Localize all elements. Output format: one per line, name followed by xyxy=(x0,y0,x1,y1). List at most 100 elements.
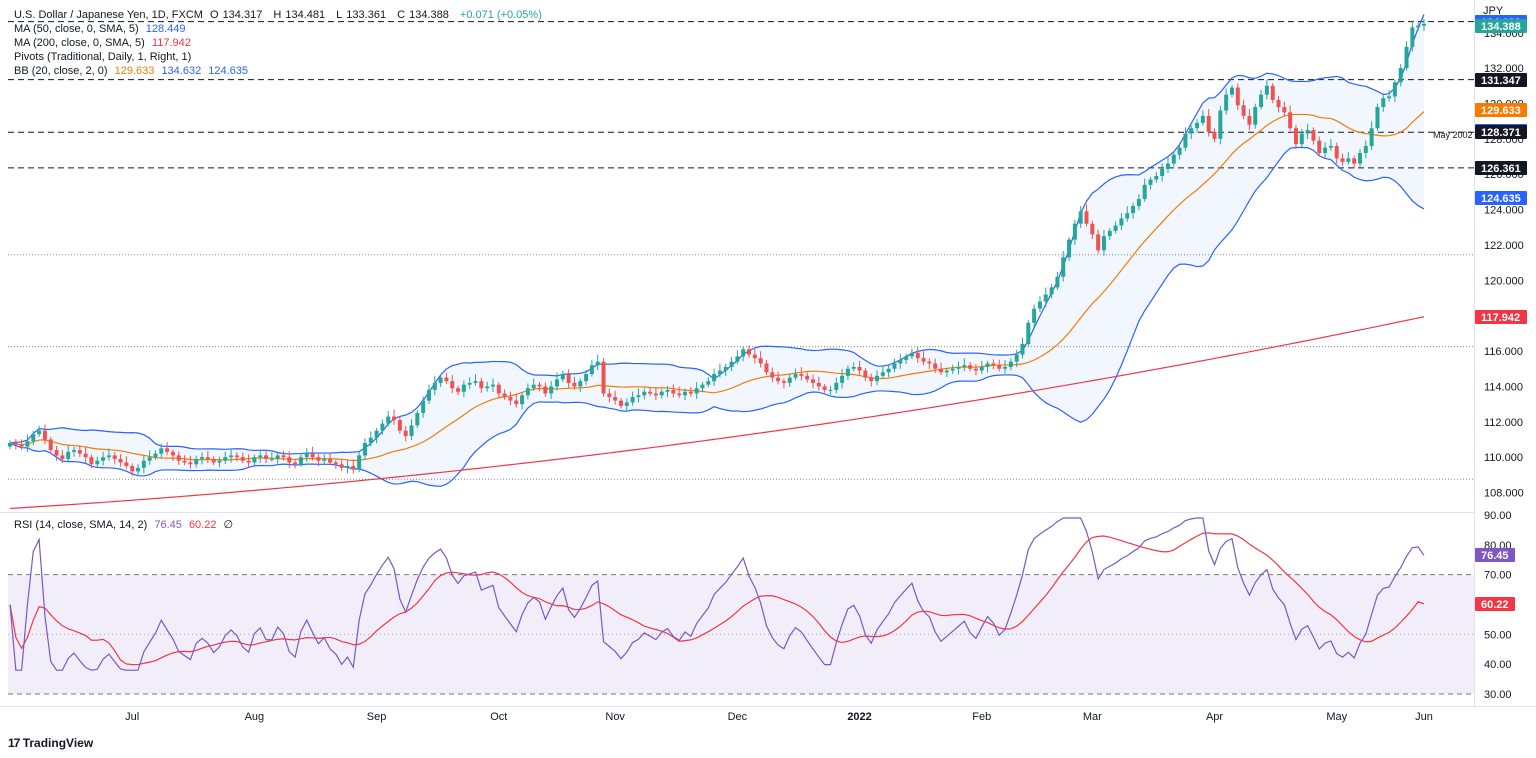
candle-body xyxy=(1136,198,1141,207)
pivots-legend[interactable]: Pivots (Traditional, Daily, 1, Right, 1) xyxy=(14,50,195,64)
candle-body xyxy=(1363,145,1368,154)
candle-body xyxy=(322,458,327,461)
high-value: 134.481 xyxy=(285,9,326,21)
pivot-annotation: May 2002 xyxy=(1433,130,1473,140)
candle-body xyxy=(682,391,687,396)
candle-body xyxy=(892,363,897,369)
price-tag-text: 129.633 xyxy=(1481,105,1521,117)
bb-legend[interactable]: BB (20, close, 2, 0) 129.633 134.632 124… xyxy=(14,64,252,78)
candle-body xyxy=(1084,211,1089,224)
ma50-legend[interactable]: MA (50, close, 0, SMA, 5) 128.449 xyxy=(14,22,190,36)
rsi-tag xyxy=(1475,548,1515,562)
candle-body xyxy=(781,381,786,383)
candle-body xyxy=(141,460,146,468)
candle-body xyxy=(194,458,199,465)
close-value: 134.388 xyxy=(409,9,449,21)
candle-body xyxy=(1299,133,1304,145)
candle-body xyxy=(19,444,24,447)
candle-body xyxy=(723,366,728,371)
price-tick-label: 114.000 xyxy=(1484,381,1523,393)
change-value: +0.071 (+0.05%) xyxy=(459,9,542,21)
candle-body xyxy=(706,381,711,385)
candle-body xyxy=(828,389,833,391)
candle-body xyxy=(752,354,757,359)
low-value: 133.361 xyxy=(346,9,387,21)
time-tick-label: Apr xyxy=(1206,711,1223,723)
time-tick-label: Dec xyxy=(728,711,748,723)
candle-body xyxy=(217,460,222,463)
candle-body xyxy=(1375,107,1380,129)
candle-body xyxy=(1119,218,1124,226)
candle-body xyxy=(1026,322,1031,344)
price-tick-label: 124.000 xyxy=(1484,205,1524,217)
candle-body xyxy=(1352,158,1357,164)
candle-body xyxy=(1014,354,1019,362)
rsi-legend[interactable]: RSI (14, close, SMA, 14, 2) 76.45 60.22 … xyxy=(14,518,237,532)
candle-body xyxy=(159,448,164,454)
candle-body xyxy=(688,391,693,394)
candle-body xyxy=(991,363,996,366)
candle-body xyxy=(130,466,135,472)
candle-body xyxy=(409,425,414,436)
candle-body xyxy=(1131,206,1136,214)
candle-body xyxy=(909,352,914,357)
candle-body xyxy=(316,457,321,461)
ohlc-low: L 133.361 xyxy=(336,9,390,21)
candle-body xyxy=(1229,87,1234,95)
ma200-label: MA (200, close, 0, SMA, 5) xyxy=(14,37,145,49)
candle-body xyxy=(811,379,816,383)
candle-body xyxy=(845,368,850,376)
candle-body xyxy=(42,430,47,440)
candle-body xyxy=(1177,147,1182,155)
bb-label: BB (20, close, 2, 0) xyxy=(14,65,108,77)
time-tick-label: Jun xyxy=(1415,711,1433,723)
candle-body xyxy=(421,400,426,413)
candle-body xyxy=(636,395,641,398)
candle-body xyxy=(659,391,664,396)
tradingview-logo[interactable]: 17 TradingView xyxy=(8,736,93,750)
candle-body xyxy=(1398,68,1403,83)
price-tag xyxy=(1475,310,1527,324)
price-tick-label: 122.000 xyxy=(1484,240,1524,252)
candle-body xyxy=(386,416,391,424)
candle-body xyxy=(514,400,519,405)
candle-body xyxy=(962,365,967,367)
candle-body xyxy=(106,455,111,458)
price-tag xyxy=(1475,125,1527,139)
price-tags: 134.632134.388131.347129.633128.449128.3… xyxy=(1475,15,1527,611)
candle-body xyxy=(269,458,274,460)
price-pane[interactable] xyxy=(8,14,1474,510)
candle-body xyxy=(1270,85,1275,100)
candle-body xyxy=(880,372,885,376)
candle-body xyxy=(83,453,88,458)
candle-body xyxy=(234,455,239,458)
candle-body xyxy=(1259,94,1264,108)
candle-body xyxy=(1101,236,1106,251)
ma200-legend[interactable]: MA (200, close, 0, SMA, 5) 117.942 xyxy=(14,36,195,50)
rsi-tag-text: 60.22 xyxy=(1481,599,1509,611)
candle-body xyxy=(851,366,856,369)
candle-body xyxy=(898,359,903,364)
candle-body xyxy=(927,361,932,364)
candle-body xyxy=(776,377,781,382)
candle-body xyxy=(944,370,949,373)
candle-body xyxy=(48,439,53,451)
candle-body xyxy=(1392,82,1397,97)
candle-body xyxy=(1049,287,1054,295)
price-tag xyxy=(1475,161,1527,175)
candle-body xyxy=(1381,98,1386,108)
candle-body xyxy=(1154,176,1159,180)
candle-body xyxy=(380,423,385,431)
candle-body xyxy=(415,412,420,426)
candle-body xyxy=(653,393,658,396)
candle-body xyxy=(694,388,699,394)
candle-body xyxy=(648,391,653,394)
rsi-pane[interactable] xyxy=(8,517,1474,695)
candle-body xyxy=(1061,257,1066,277)
candle-body xyxy=(54,450,59,456)
candle-body xyxy=(1357,153,1362,164)
candle-body xyxy=(618,400,623,406)
candle-body xyxy=(1340,158,1345,162)
candle-body xyxy=(939,368,944,373)
